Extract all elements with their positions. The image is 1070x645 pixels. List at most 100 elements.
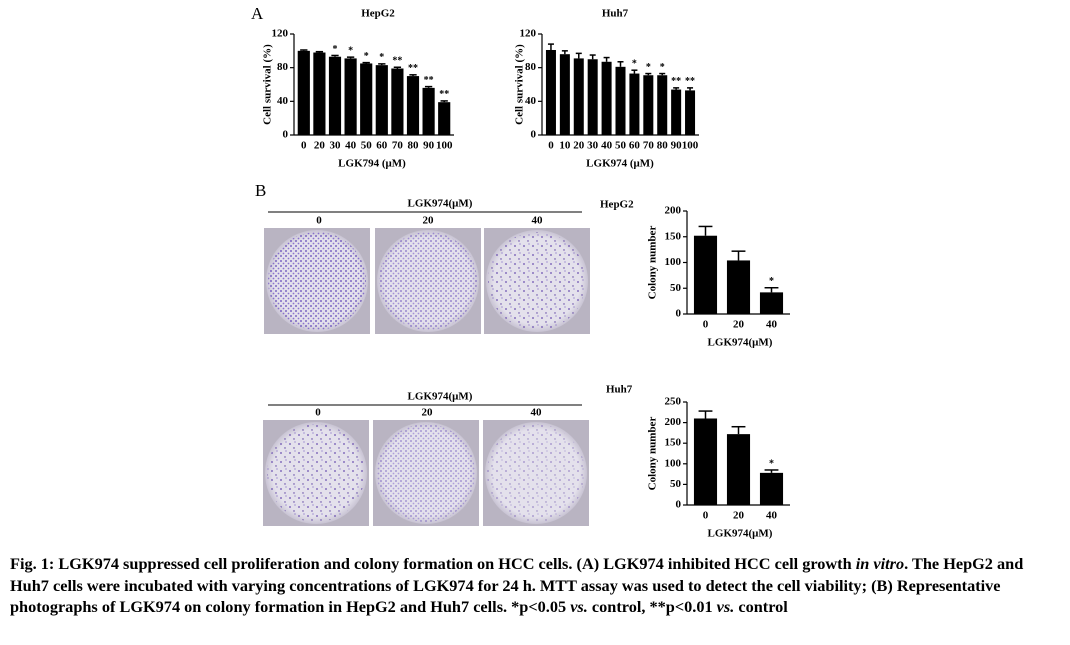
x-tick-label: 40 — [766, 319, 778, 331]
bar — [344, 58, 357, 135]
colonies — [488, 232, 586, 330]
bar — [391, 68, 404, 135]
x-tick-label: 100 — [682, 140, 699, 152]
chart-title: HepG2 — [600, 199, 634, 211]
x-tick-label: 30 — [587, 140, 599, 152]
y-tick-label: 250 — [665, 396, 682, 408]
caption-text: control — [734, 597, 788, 616]
x-tick-label: 20 — [314, 140, 326, 152]
bar — [615, 66, 626, 135]
caption-italic: in vitro — [855, 554, 905, 573]
y-tick-label: 100 — [665, 457, 682, 469]
y-tick-label: 0 — [283, 129, 289, 141]
significance: * — [348, 45, 353, 56]
x-tick-label: 30 — [330, 140, 342, 152]
bar — [629, 73, 640, 135]
x-tick-label: 20 — [733, 319, 745, 331]
photo-panel — [263, 211, 590, 526]
colonies — [267, 424, 365, 522]
x-tick-label: 40 — [345, 140, 357, 152]
significance: * — [769, 276, 774, 287]
x-tick-label: 60 — [629, 140, 641, 152]
bar — [726, 260, 751, 314]
caption-text: control, **p<0.01 — [587, 597, 717, 616]
bar — [643, 75, 654, 135]
x-tick-label: 80 — [657, 140, 669, 152]
bar — [693, 235, 718, 314]
bar — [375, 65, 388, 135]
significance: ** — [685, 76, 695, 87]
dose: 0 — [316, 215, 322, 227]
x-tick-label: 0 — [703, 510, 709, 522]
bar — [573, 58, 584, 135]
significance: ** — [424, 75, 434, 86]
x-tick-label: 20 — [573, 140, 585, 152]
photo-label: LGK974(μM) — [408, 391, 473, 403]
y-tick-label: 100 — [665, 256, 682, 268]
y-tick-label: 120 — [272, 28, 289, 40]
bar — [422, 87, 435, 135]
x-tick-label: 70 — [392, 140, 404, 152]
x-tick-label: 20 — [733, 510, 745, 522]
y-tick-label: 200 — [665, 416, 682, 428]
significance: * — [632, 58, 637, 69]
panel-label: B — [255, 181, 266, 200]
figure: A B LGK974(μM) 0 20 40 LGK974(μM) 0 20 4… — [251, 4, 790, 540]
bar — [406, 76, 420, 135]
y-tick-label: 40 — [277, 95, 289, 107]
dose: 20 — [423, 215, 435, 227]
significance: ** — [408, 63, 418, 74]
caption-italic: vs. — [716, 597, 735, 616]
x-tick-label: 90 — [423, 140, 435, 152]
y-tick-label: 80 — [525, 61, 537, 73]
bar — [693, 418, 718, 505]
dose: 20 — [422, 407, 434, 419]
x-tick-label: 0 — [301, 140, 307, 152]
dose: 40 — [532, 215, 544, 227]
significance: * — [646, 62, 651, 73]
y-axis-label: Colony number — [647, 226, 659, 300]
significance: ** — [392, 56, 402, 67]
x-tick-label: 50 — [361, 140, 373, 152]
x-axis-label: LGK794 (μM) — [338, 158, 406, 170]
bar — [657, 75, 668, 135]
significance: * — [379, 52, 384, 63]
y-tick-label: 200 — [665, 205, 682, 217]
significance: * — [364, 51, 369, 62]
colonies — [268, 232, 366, 330]
x-tick-label: 100 — [436, 140, 453, 152]
chart-title: HepG2 — [361, 8, 395, 20]
bar — [759, 472, 784, 505]
caption-text: . The HepG2 and Huh7 cells were incubate… — [10, 554, 1024, 616]
y-tick-label: 50 — [670, 282, 682, 294]
significance: ** — [439, 89, 449, 100]
x-tick-label: 50 — [615, 140, 627, 152]
y-tick-label: 50 — [670, 478, 682, 490]
y-tick-label: 40 — [525, 95, 537, 107]
bar — [360, 63, 373, 136]
colonies — [379, 232, 477, 330]
x-tick-label: 10 — [559, 140, 571, 152]
bar — [587, 59, 598, 135]
bar — [313, 52, 326, 136]
bar — [726, 434, 751, 505]
significance: * — [333, 44, 338, 55]
bar — [601, 61, 612, 135]
bar — [545, 49, 556, 135]
caption-text: Fig. 1: LGK974 suppressed cell prolifera… — [10, 554, 856, 573]
significance: * — [660, 62, 665, 73]
x-tick-label: 0 — [703, 319, 709, 331]
bar — [297, 50, 310, 136]
dose: 40 — [531, 407, 543, 419]
x-tick-label: 90 — [671, 140, 683, 152]
bar — [685, 90, 696, 135]
y-axis-label: Cell survival (%) — [514, 44, 526, 125]
y-axis-label: Colony number — [647, 417, 659, 491]
chart-title: Huh7 — [602, 8, 629, 20]
x-tick-label: 80 — [408, 140, 420, 152]
y-tick-label: 80 — [277, 61, 289, 73]
y-tick-label: 150 — [665, 437, 682, 449]
caption-italic: vs. — [570, 597, 588, 616]
y-axis-label: Cell survival (%) — [262, 44, 274, 125]
